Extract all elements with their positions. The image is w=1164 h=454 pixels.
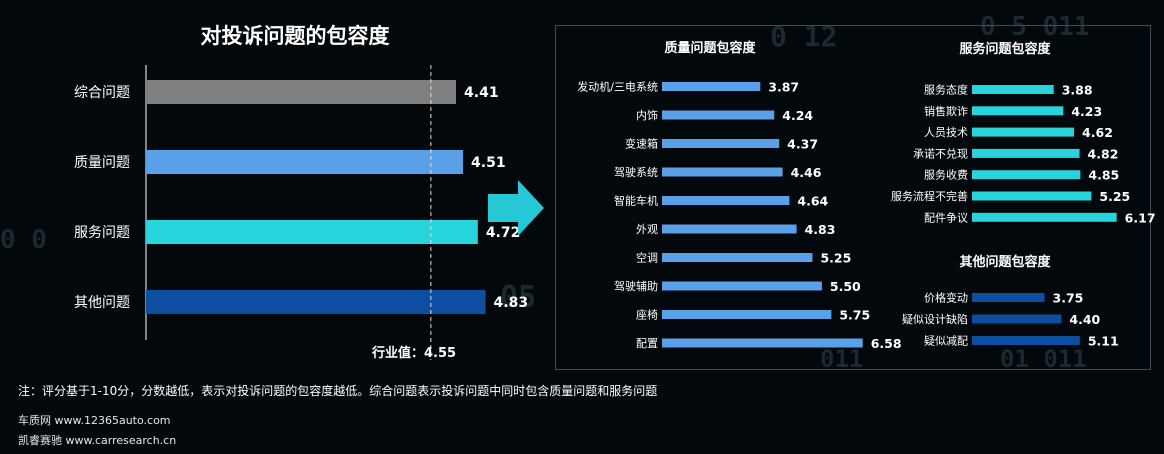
sub-category-label: 配件争议 bbox=[924, 210, 968, 224]
sub-bar bbox=[972, 106, 1064, 116]
sub-value-label: 5.75 bbox=[839, 308, 870, 323]
sub-bar bbox=[972, 212, 1117, 222]
sub-bar bbox=[662, 139, 780, 148]
background-digits: 011 bbox=[820, 345, 864, 373]
sub-category-label: 发动机/三电系统 bbox=[577, 80, 658, 94]
footnote: 注：评分基于1-10分，分数越低，表示对投诉问题的包容度越低。综合问题表示投诉问… bbox=[18, 384, 658, 398]
sub-bar bbox=[972, 293, 1045, 302]
sub-category-label: 销售欺诈 bbox=[924, 104, 968, 118]
main-category-label: 其他问题 bbox=[74, 295, 130, 311]
sub-category-label: 智能车机 bbox=[614, 194, 658, 208]
background-digits: 0 0 bbox=[0, 225, 47, 255]
sub-bar bbox=[972, 314, 1062, 324]
sub-value-label: 4.62 bbox=[1082, 125, 1113, 140]
sub-value-label: 5.25 bbox=[820, 251, 851, 266]
main-chart-title: 对投诉问题的包容度 bbox=[200, 24, 390, 48]
sub-value-label: 4.37 bbox=[787, 137, 818, 152]
sub-bar bbox=[662, 310, 832, 319]
main-bar bbox=[146, 290, 486, 314]
sub-bar bbox=[662, 196, 790, 205]
sub-bar bbox=[972, 148, 1080, 158]
sub-value-label: 5.25 bbox=[1099, 189, 1130, 204]
sub-bar bbox=[972, 127, 1075, 137]
sub-bar bbox=[662, 167, 783, 177]
main-bar bbox=[146, 220, 478, 244]
sub-category-label: 座椅 bbox=[636, 308, 658, 322]
main-bar bbox=[146, 150, 464, 174]
sub-category-label: 承诺不兑现 bbox=[913, 146, 968, 160]
sub-category-label: 价格变动 bbox=[924, 291, 968, 305]
sub-value-label: 4.46 bbox=[791, 165, 822, 180]
sub-category-label: 配置 bbox=[636, 337, 658, 350]
sub-value-label: 3.88 bbox=[1062, 83, 1093, 98]
sub-category-label: 服务收费 bbox=[924, 168, 968, 182]
main-value-label: 4.51 bbox=[471, 155, 506, 171]
service-chart-title: 服务问题包容度 bbox=[959, 42, 1051, 57]
sub-value-label: 4.83 bbox=[805, 222, 836, 237]
sub-bar bbox=[972, 336, 1080, 345]
main-value-label: 4.83 bbox=[494, 295, 529, 311]
detail-panel bbox=[555, 25, 1151, 370]
sub-category-label: 服务流程不完善 bbox=[891, 189, 968, 203]
sub-category-label: 变速箱 bbox=[625, 137, 658, 151]
sub-value-label: 4.24 bbox=[782, 108, 813, 123]
sub-value-label: 6.17 bbox=[1125, 210, 1156, 225]
other-chart: 价格变动 3.75 疑似设计缺陷 4.40 疑似减配 5.11 bbox=[902, 291, 1119, 349]
source-line-2: 凯睿赛驰 www.carresearch.cn bbox=[18, 434, 177, 447]
sub-category-label: 疑似设计缺陷 bbox=[902, 312, 968, 326]
sub-value-label: 4.40 bbox=[1069, 312, 1100, 327]
source-line-1: 车质网 www.12365auto.com bbox=[18, 414, 171, 427]
sub-bar bbox=[972, 191, 1092, 201]
sub-bar bbox=[972, 170, 1081, 180]
main-category-label: 服务问题 bbox=[74, 225, 130, 241]
sub-bar bbox=[662, 338, 863, 348]
sub-value-label: 6.58 bbox=[871, 336, 902, 351]
sub-bar bbox=[662, 281, 822, 291]
sub-value-label: 5.11 bbox=[1088, 334, 1119, 349]
main-bar bbox=[146, 80, 457, 104]
service-chart: 服务态度 3.88 销售欺诈 4.23 人员技术 4.62 承诺不兑现 4.82 服务收费 4.8… bbox=[891, 83, 1156, 226]
sub-category-label: 疑似减配 bbox=[924, 335, 968, 348]
background-digits: 0 5 011 bbox=[980, 12, 1090, 42]
main-value-label: 4.41 bbox=[464, 85, 499, 101]
sub-category-label: 人员技术 bbox=[924, 126, 968, 139]
sub-value-label: 4.23 bbox=[1071, 104, 1102, 119]
main-chart: 综合问题 4.41 质量问题 4.51 服务问题 4.72 其他问题 4.83 bbox=[74, 65, 528, 360]
main-value-label: 4.72 bbox=[486, 225, 521, 241]
background-digits: 01 011 bbox=[1000, 345, 1087, 373]
sub-value-label: 3.75 bbox=[1053, 291, 1084, 306]
sub-category-label: 驾驶辅助 bbox=[614, 279, 658, 293]
sub-value-label: 4.82 bbox=[1088, 146, 1119, 161]
background-digits: 05 bbox=[500, 280, 537, 315]
quality-chart: 发动机/三电系统 3.87 内饰 4.24 变速箱 4.37 驾驶系统 4.46 智能车机 4.6… bbox=[577, 80, 901, 352]
sub-category-label: 空调 bbox=[636, 251, 658, 265]
sub-value-label: 3.87 bbox=[768, 80, 799, 95]
other-chart-title: 其他问题包容度 bbox=[959, 255, 1051, 270]
sub-bar bbox=[662, 253, 813, 262]
sub-value-label: 5.50 bbox=[830, 279, 861, 294]
main-category-label: 综合问题 bbox=[74, 85, 130, 101]
sub-bar bbox=[662, 110, 775, 120]
sub-category-label: 外观 bbox=[636, 223, 658, 236]
right-arrow-icon bbox=[488, 180, 544, 236]
sub-value-label: 4.64 bbox=[797, 194, 828, 209]
quality-chart-title: 质量问题包容度 bbox=[664, 41, 756, 56]
sub-bar bbox=[662, 224, 797, 234]
main-category-label: 质量问题 bbox=[74, 155, 130, 171]
sub-bar bbox=[972, 85, 1054, 94]
sub-category-label: 驾驶系统 bbox=[614, 165, 658, 179]
sub-bar bbox=[662, 82, 761, 91]
sub-category-label: 服务态度 bbox=[924, 83, 968, 97]
sub-value-label: 4.85 bbox=[1088, 168, 1119, 183]
reference-line-label: 行业值：4.55 bbox=[372, 346, 457, 361]
sub-category-label: 内饰 bbox=[636, 108, 658, 122]
